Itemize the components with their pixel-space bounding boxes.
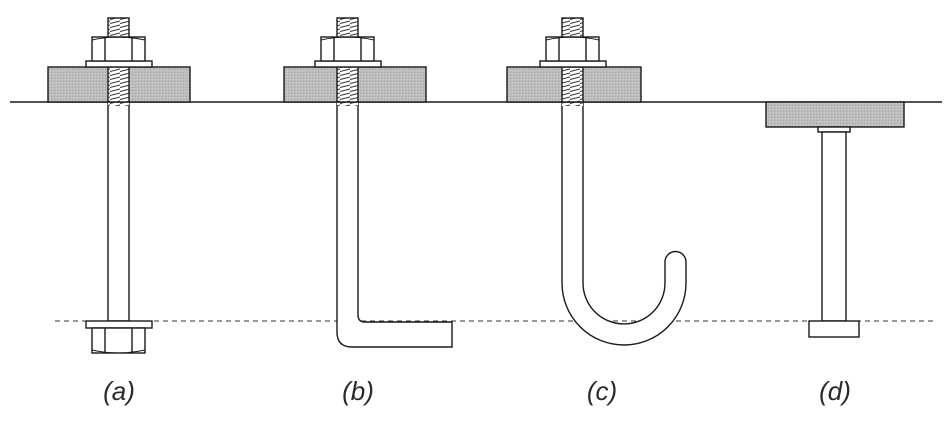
- hex-nut: [320, 36, 375, 62]
- anchor-b: [283, 17, 453, 348]
- caption-a: (a): [103, 376, 135, 406]
- washer: [314, 60, 382, 68]
- hex-nut: [91, 327, 146, 354]
- stud-head: [808, 320, 860, 338]
- weld-fillet: [817, 126, 851, 133]
- hex-nut: [91, 36, 146, 62]
- j-bolt-shank: [561, 102, 687, 346]
- l-bolt-shank: [336, 102, 453, 348]
- embed-plate: [765, 101, 905, 128]
- washer: [85, 60, 153, 68]
- bolt-shank: [107, 101, 130, 322]
- caption-b: (b): [342, 376, 374, 406]
- bolt-threads: [336, 66, 359, 103]
- bolt-threads: [107, 17, 130, 38]
- caption-d: (d): [819, 376, 851, 406]
- stud-shank: [821, 131, 847, 322]
- bolt-threads: [107, 66, 130, 103]
- washer: [539, 60, 607, 68]
- caption-c: (c): [586, 376, 618, 406]
- bolt-threads: [561, 66, 584, 103]
- hex-nut: [545, 36, 600, 62]
- bolt-threads: [336, 17, 359, 38]
- bolt-threads: [561, 17, 584, 38]
- anchor-d: [765, 101, 905, 338]
- anchor-a: [47, 17, 191, 354]
- washer: [85, 320, 153, 329]
- anchor-c: [506, 17, 687, 346]
